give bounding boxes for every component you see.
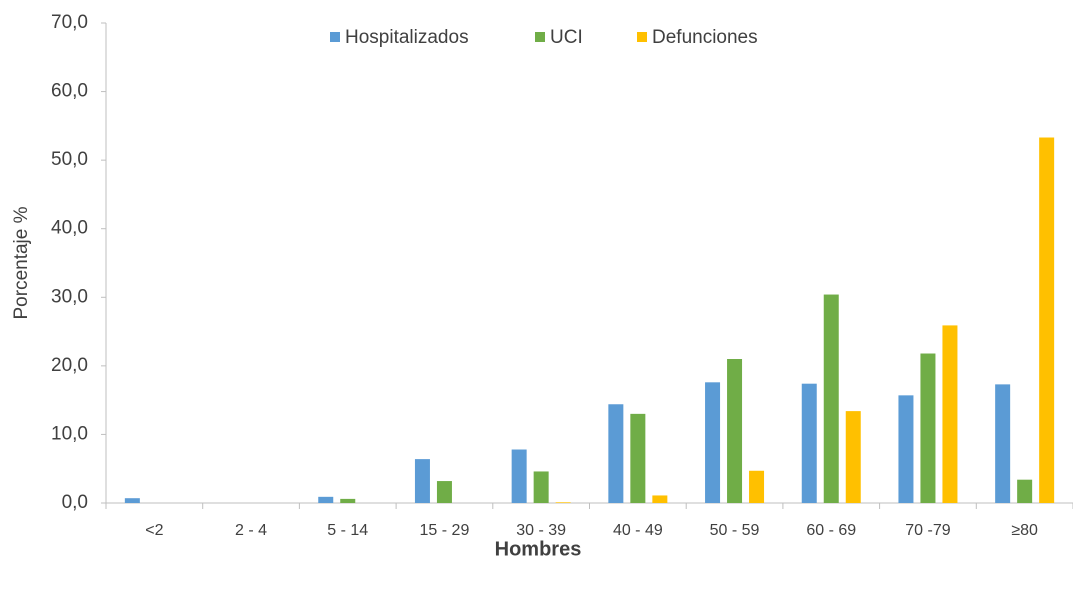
y-tick-label: 40,0 (51, 218, 88, 239)
bar (124, 498, 140, 503)
y-axis-title: Porcentaje % (11, 206, 32, 319)
bar (555, 502, 571, 503)
x-tick-label: 15 - 29 (420, 522, 470, 539)
x-tick-label: 30 - 39 (516, 522, 566, 539)
bar (898, 395, 914, 503)
legend-swatch (330, 32, 340, 42)
y-tick-label: 20,0 (51, 355, 88, 376)
bar (630, 413, 646, 503)
y-tick-label: 50,0 (51, 149, 88, 170)
bar (749, 470, 765, 503)
y-tick-label: 70,0 (51, 12, 88, 33)
x-tick-label: <2 (145, 522, 163, 539)
x-tick-label: 60 - 69 (806, 522, 856, 539)
bar (1017, 479, 1033, 503)
legend-label: UCI (550, 27, 583, 48)
bar (995, 384, 1011, 503)
y-tick-label: 30,0 (51, 286, 88, 307)
bar (1039, 137, 1055, 503)
bar (608, 404, 624, 503)
x-tick-label: 70 -79 (905, 522, 950, 539)
x-tick-label: ≥80 (1011, 522, 1038, 539)
bar (942, 325, 958, 503)
legend-label: Hospitalizados (345, 27, 469, 48)
bar (436, 481, 452, 503)
bar (920, 353, 936, 503)
legend-swatch (535, 32, 545, 42)
bar (318, 496, 334, 503)
bar (340, 498, 356, 503)
y-tick-label: 60,0 (51, 81, 88, 102)
x-tick-label: 40 - 49 (613, 522, 663, 539)
y-tick-label: 10,0 (51, 423, 88, 444)
y-tick-label: 0,0 (62, 492, 88, 513)
bar (705, 382, 721, 503)
bar (414, 459, 430, 503)
bar (845, 411, 861, 503)
legend-label: Defunciones (652, 27, 758, 48)
bar (533, 471, 549, 503)
x-tick-label: 50 - 59 (710, 522, 760, 539)
bar (823, 294, 839, 503)
bar (727, 359, 743, 503)
bar (652, 495, 668, 503)
legend-swatch (637, 32, 647, 42)
bar (511, 449, 527, 503)
bar (801, 383, 817, 503)
x-tick-label: 2 - 4 (235, 522, 267, 539)
x-tick-label: 5 - 14 (327, 522, 368, 539)
x-axis-title: Hombres (495, 538, 582, 560)
